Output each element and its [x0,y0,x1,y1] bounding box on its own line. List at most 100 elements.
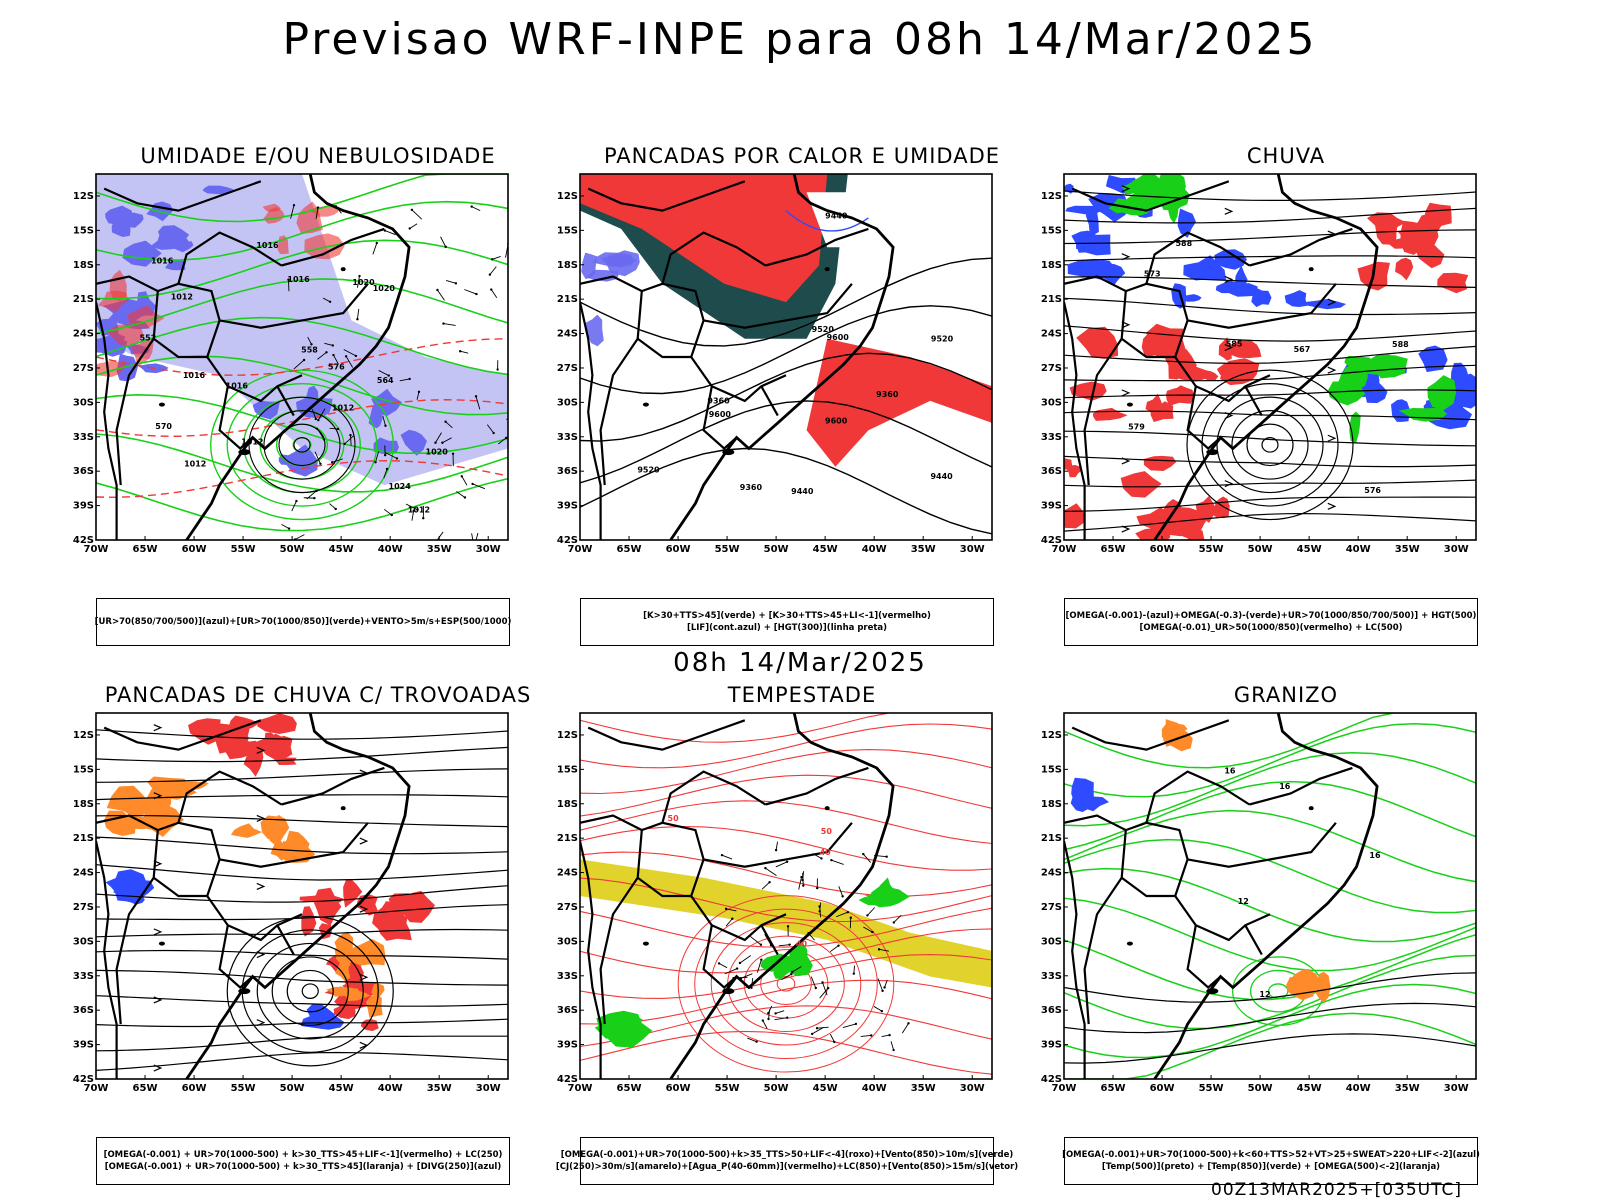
contour-label: 1012 [241,438,263,447]
wind-vector [762,1020,768,1029]
omega-red [1064,503,1085,529]
country-border [1145,231,1250,285]
country-border [103,180,262,212]
wind-vector [443,323,456,326]
wind-vector-head [815,1027,819,1030]
lc850-red [694,908,878,1060]
storm-red [243,740,264,777]
flow-arrow [1224,480,1234,488]
lon-label: 30W [476,1083,501,1094]
lake [722,449,735,456]
lake [642,402,649,407]
flow-arrow [359,905,369,913]
country-border [152,291,221,359]
run-timestamp: 00Z13MAR2025+[035UTC] [1211,1180,1462,1200]
lon-label: 45W [329,544,354,555]
lon-label: 65W [617,1083,642,1094]
wind-vector-head [330,461,334,464]
coastline [669,174,895,540]
lat-label: 33S [1041,971,1062,982]
country-border [1174,895,1271,942]
contour-label: 50 [821,827,833,836]
lif-fill [593,252,633,268]
wind-vector-head [717,962,721,965]
wind-vector-head [505,436,508,439]
wind-vector-head [354,354,358,358]
wind-vector-head [821,981,824,984]
lat-label: 24S [73,868,94,879]
wind-vector [802,872,804,886]
contour-label: 567 [1294,345,1311,354]
temp850-green [1064,722,1476,798]
lat-label: 30S [73,936,94,947]
contour-label: 1020 [373,284,396,293]
wind-vector [329,427,339,430]
wind-vector-head [490,288,493,291]
wind-vector [416,391,420,400]
wind-vector [293,359,305,370]
cyclone-green [226,382,378,507]
wind-vector-head [441,441,444,444]
humidity-green-contour [96,278,508,335]
wind-vector [287,279,290,292]
map-frame [95,173,509,541]
hgt300-contour [580,352,992,442]
wind-vector-head [334,507,337,511]
wind-vector [332,458,343,463]
panel-title: UMIDADE E/OU NEBULOSIDADE [140,144,496,168]
country-border [1120,830,1189,898]
lat-label: 24S [557,329,578,340]
hgt500-contour [1064,255,1476,262]
hgt300-contour [580,447,992,535]
wind-vector [765,867,777,876]
wind-vector [475,532,479,540]
wind-vector-head [785,860,789,864]
flow-arrow [1327,502,1337,510]
wind-vector [435,432,442,443]
lat-label: 21S [73,833,94,844]
wind-vector [774,1017,788,1021]
contour-label: 9520 [812,325,835,334]
storm-red [343,879,363,908]
omega-red [1092,407,1128,421]
thickness-line [96,459,508,499]
flow-arrow [1121,253,1131,261]
country-border [218,925,254,989]
country-border [281,227,385,267]
wind-vector [867,907,876,916]
contour-label: 1012 [408,505,430,514]
lon-label: 50W [764,1083,789,1094]
lon-label: 55W [231,544,256,555]
flow-arrow [1224,207,1234,215]
contour-label: 40 [796,940,808,949]
lon-label: 50W [280,544,305,555]
wind-vector-head [788,943,791,946]
omega-green [1434,387,1450,406]
lat-label: 30S [73,397,94,408]
lat-label: 30S [557,397,578,408]
legend-line: [OMEGA(-0.01)_UR>50(1000/850)(vermelho) … [1139,623,1403,633]
wind-vector [399,378,410,382]
map-layers [96,713,508,1079]
wind-vector [316,427,325,440]
coastline [1153,713,1379,1079]
wind-vector [761,881,770,890]
isobar [293,437,311,453]
country-border [1064,814,1189,860]
hgt500-contour [1064,496,1476,512]
lat-label: 18S [1041,799,1062,810]
contour-label: 576 [1364,486,1381,495]
lc250-streamline [96,836,508,855]
coastline-west [1064,301,1086,540]
wind-vector [778,944,790,947]
country-border [96,814,221,860]
wind-vector [822,982,828,996]
coastline-west [96,840,118,1079]
omega-red [1146,323,1187,357]
lon-label: 35W [427,544,452,555]
lat-label: 27S [557,902,578,913]
wind-vector [315,207,319,219]
wind-vector-head [820,857,823,860]
wind-vector [456,491,466,498]
humidity-fill [285,444,318,477]
